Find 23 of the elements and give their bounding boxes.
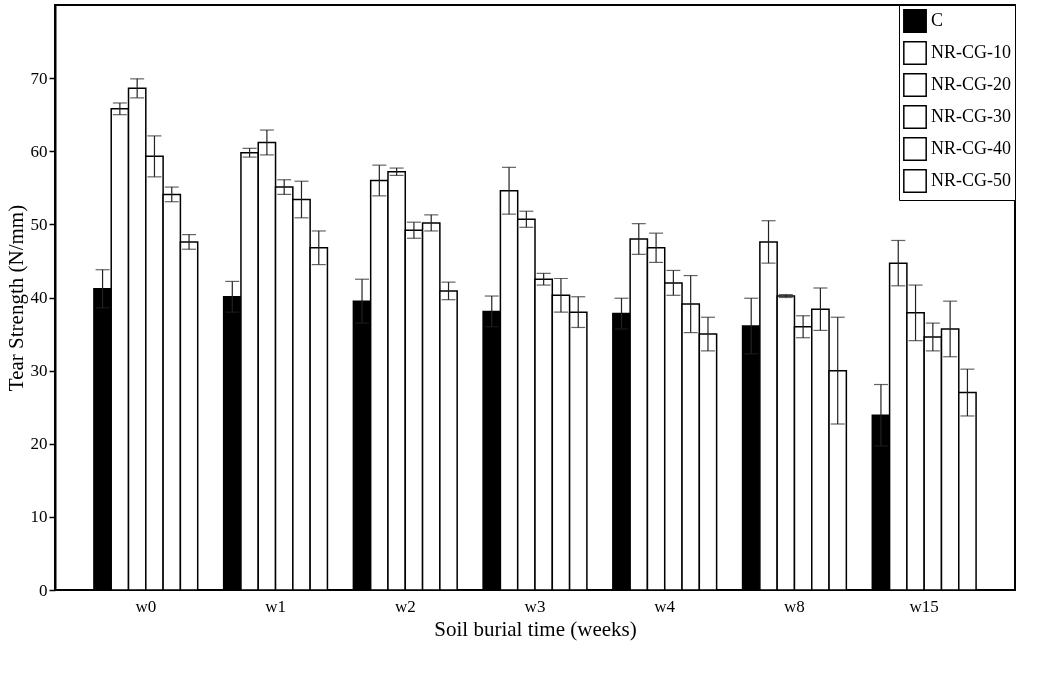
- legend-label: NR-CG-50: [931, 170, 1011, 190]
- legend-label: NR-CG-10: [931, 42, 1011, 62]
- legend-label: C: [931, 10, 944, 30]
- x-tick-label: w4: [654, 596, 676, 616]
- y-tick-label: 40: [30, 288, 48, 307]
- y-tick-label: 60: [30, 141, 48, 161]
- x-tick-label: w8: [784, 596, 805, 616]
- y-axis-title: Tear Strength (N/mm): [3, 204, 28, 392]
- x-tick-label: w2: [394, 596, 416, 616]
- y-tick-label: 50: [30, 214, 48, 234]
- y-tick-label: 10: [30, 507, 48, 527]
- y-tick-label: 70: [30, 68, 48, 88]
- x-tick-label: w15: [909, 596, 939, 616]
- x-tick-label: w0: [135, 596, 157, 616]
- y-tick-label: 0: [39, 580, 48, 600]
- y-tick-label: 30: [30, 361, 48, 381]
- legend-label: NR-CG-20: [931, 74, 1011, 94]
- y-tick-label: 20: [30, 434, 48, 454]
- legend-label: NR-CG-40: [931, 138, 1011, 158]
- legend-label: NR-CG-30: [931, 106, 1011, 126]
- x-tick-label: w1: [265, 596, 286, 616]
- x-axis-title: Soil burial time (weeks): [434, 616, 637, 641]
- x-tick-label: w3: [524, 596, 546, 616]
